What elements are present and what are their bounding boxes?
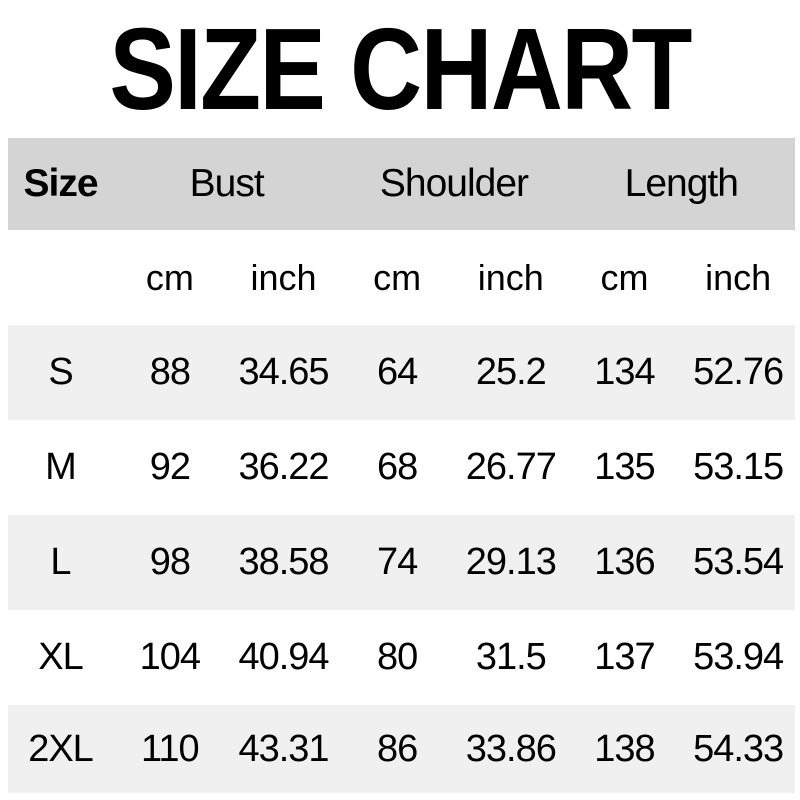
column-header-size: Size [23, 162, 98, 205]
unit-header-bust-inch: inch [250, 256, 317, 298]
value-cell-shoulder-inch: 25.2 [475, 351, 547, 393]
value-cell-shoulder-inch: 26.77 [465, 446, 557, 488]
unit-header-length-cm: cm [600, 256, 649, 298]
value-cell-bust-cm: 92 [149, 446, 191, 488]
value-cell-shoulder-cm: 64 [377, 351, 418, 393]
column-header-row: Size Bust Shoulder Length [8, 138, 795, 230]
table-row-m: M 92 36.22 68 26.77 135 53.15 [8, 420, 795, 515]
column-group-bust: Bust [189, 162, 265, 205]
size-cell: L [50, 541, 71, 583]
value-cell-bust-inch: 38.58 [238, 541, 329, 583]
unit-header-row: cm inch cm inch cm inch [8, 230, 795, 325]
value-cell-length-inch: 53.54 [693, 541, 784, 583]
value-cell-shoulder-cm: 74 [377, 541, 418, 583]
value-cell-bust-cm: 88 [149, 351, 191, 393]
value-cell-length-cm: 138 [594, 727, 655, 770]
size-chart-table: Size Bust Shoulder Length cm inch cm inc… [8, 138, 795, 793]
size-cell: M [45, 446, 77, 488]
value-cell-bust-inch: 36.22 [238, 446, 329, 488]
value-cell-length-inch: 52.76 [693, 351, 784, 393]
table-row-2xl: 2XL 110 43.31 86 33.86 138 54.33 [8, 705, 795, 793]
table-row-xl: XL 104 40.94 80 31.5 137 53.94 [8, 610, 795, 705]
value-cell-bust-inch: 43.31 [238, 727, 329, 770]
value-cell-shoulder-cm: 86 [377, 727, 418, 770]
value-cell-length-inch: 53.15 [693, 446, 784, 488]
unit-header-bust-cm: cm [145, 256, 194, 298]
unit-header-shoulder-inch: inch [477, 256, 544, 298]
value-cell-bust-inch: 40.94 [238, 636, 329, 678]
value-cell-bust-cm: 98 [149, 541, 191, 583]
value-cell-bust-inch: 34.65 [238, 351, 329, 393]
value-cell-shoulder-cm: 80 [377, 636, 418, 678]
value-cell-length-inch: 54.33 [693, 727, 784, 770]
value-cell-shoulder-inch: 33.86 [465, 727, 557, 770]
size-cell: S [48, 351, 73, 393]
unit-header-empty [8, 230, 113, 325]
title-area: SIZE CHART [0, 0, 800, 138]
value-cell-length-cm: 134 [594, 351, 655, 393]
value-cell-length-inch: 53.94 [693, 636, 784, 678]
unit-header-length-inch: inch [705, 256, 772, 298]
value-cell-length-cm: 136 [594, 541, 655, 583]
value-cell-shoulder-inch: 29.13 [465, 541, 557, 583]
table-row-l: L 98 38.58 74 29.13 136 53.54 [8, 515, 795, 610]
value-cell-length-cm: 135 [594, 446, 655, 488]
value-cell-bust-cm: 110 [141, 727, 200, 770]
page-title: SIZE CHART [109, 4, 692, 134]
column-group-shoulder: Shoulder [379, 162, 529, 205]
size-cell: XL [38, 636, 83, 678]
value-cell-length-cm: 137 [594, 636, 655, 678]
unit-header-shoulder-cm: cm [373, 256, 422, 298]
size-cell: 2XL [28, 727, 94, 770]
value-cell-bust-cm: 104 [139, 636, 201, 678]
column-group-length: Length [624, 162, 739, 205]
table-row-s: S 88 34.65 64 25.2 134 52.76 [8, 325, 795, 420]
value-cell-shoulder-cm: 68 [377, 446, 418, 488]
value-cell-shoulder-inch: 31.5 [475, 636, 547, 678]
